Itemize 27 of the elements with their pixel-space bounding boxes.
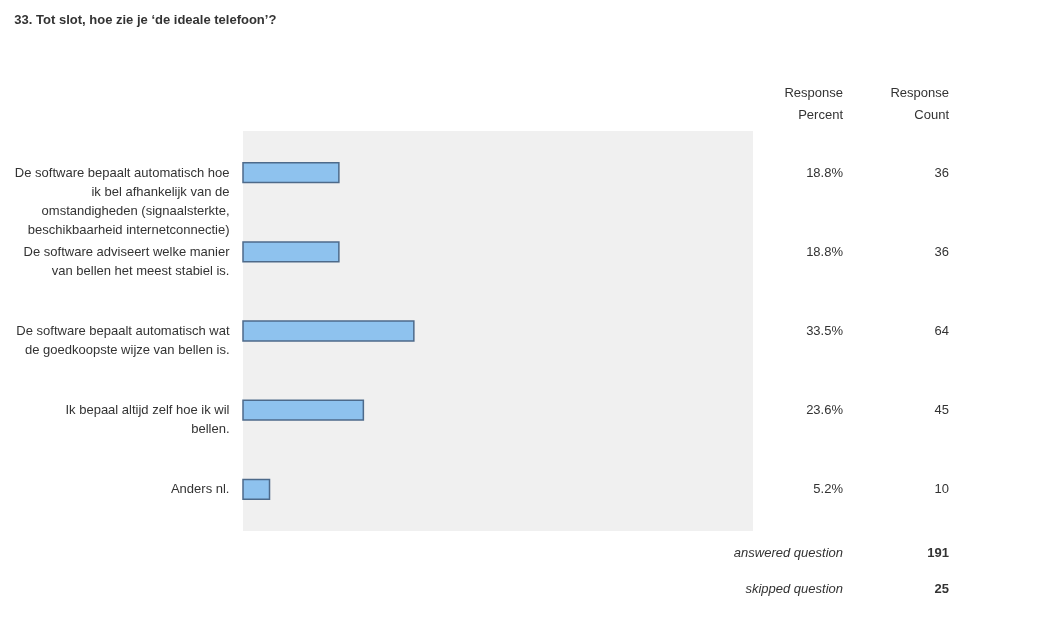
text: Response Percent <box>784 85 844 122</box>
data-label: 18.8% <box>806 243 844 259</box>
text: answered question <box>733 545 843 560</box>
bar <box>242 320 415 342</box>
y-tick-label: Ik bepaal altijd zelf hoe ik wil bellen. <box>65 402 230 437</box>
y-tick-label: De software adviseert welke manier van bellen het meest stabiel is. <box>23 243 231 278</box>
chart-title: 33. Tot slot, hoe zie je ‘de ideale telefoon’? <box>14 12 277 27</box>
text: 36 <box>934 243 949 259</box>
y-tick-label: Anders nl. <box>170 481 230 497</box>
bar <box>242 399 365 421</box>
data-label: 5.2% <box>813 481 844 497</box>
text: 191 <box>927 545 949 560</box>
text: skipped question <box>745 581 843 596</box>
text: 25 <box>934 581 949 596</box>
data-label: 23.6% <box>806 402 844 418</box>
text: 10 <box>934 481 949 497</box>
bar <box>242 241 340 263</box>
data-label: 18.8% <box>806 164 844 180</box>
data-label: 33.5% <box>806 323 844 338</box>
y-tick-label: De software bepaalt automatisch wat de goedkoopste wijze van bellen is. <box>16 323 230 357</box>
y-tick-label: De software bepaalt automatisch hoe ik bel afhankelijk van de omstandigheden (signaalsterkte, beschikbaarheid internetconnectie) <box>14 164 230 237</box>
text: Response Count <box>890 85 950 122</box>
text: 64 <box>934 323 949 338</box>
bar <box>242 161 340 184</box>
bar <box>242 478 271 501</box>
text: 45 <box>934 402 949 418</box>
text: 36 <box>934 164 949 180</box>
